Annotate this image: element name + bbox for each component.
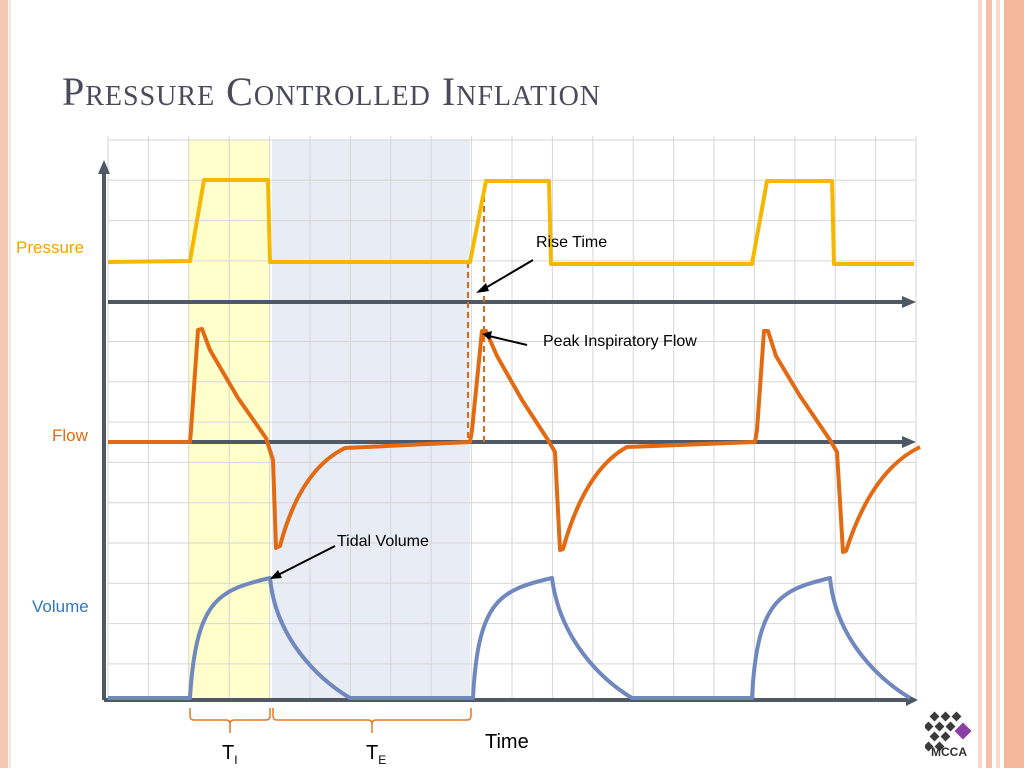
volume-waveform — [108, 576, 912, 700]
expiration-time-band — [272, 140, 470, 700]
ti-main-text: T — [222, 742, 235, 764]
time-braces — [189, 708, 472, 733]
flow-baseline-arrowhead — [902, 436, 916, 448]
tidal-volume-arrow — [275, 545, 336, 577]
peak-inspiratory-flow-annotation: Peak Inspiratory Flow — [543, 333, 697, 350]
peak-flow-arrowhead — [482, 331, 492, 340]
tidal-volume-arrowhead — [270, 570, 282, 579]
volume-label: Volume — [32, 597, 89, 616]
ti-brace — [189, 708, 271, 733]
pressure-waveform — [107, 178, 914, 266]
expiratory-time-label: TE — [366, 742, 386, 767]
rise-time-arrowhead — [476, 283, 489, 293]
axes — [98, 160, 918, 706]
ti-subscript: I — [234, 753, 238, 767]
te-subscript: E — [378, 753, 387, 767]
rise-time-arrow — [481, 259, 534, 291]
slide-left-accent-bar — [0, 0, 8, 768]
time-axis-label: Time — [485, 731, 529, 753]
peak-flow-arrow — [488, 335, 528, 346]
vertical-axis-arrowhead — [98, 160, 110, 174]
te-main-text: T — [366, 742, 379, 764]
annotation-arrows — [270, 259, 534, 579]
pressure-label: Pressure — [16, 238, 85, 257]
rise-time-annotation: Rise Time — [536, 234, 608, 251]
pressure-baseline-arrowhead — [902, 296, 916, 308]
slide-right-accent-stripes — [978, 0, 1024, 768]
background-grid — [107, 136, 917, 700]
mcca-logo-text: MCCA — [931, 745, 967, 759]
te-brace — [272, 708, 472, 733]
slide-title: Pressure Controlled Inflation — [62, 69, 602, 114]
flow-label: Flow — [52, 426, 88, 445]
slide-left-accent-line — [9, 0, 11, 768]
inspiratory-time-label: TI — [222, 742, 238, 767]
mcca-logo-icon — [925, 711, 972, 752]
flow-waveform — [108, 327, 921, 554]
tidal-volume-annotation: Tidal Volume — [337, 533, 429, 550]
